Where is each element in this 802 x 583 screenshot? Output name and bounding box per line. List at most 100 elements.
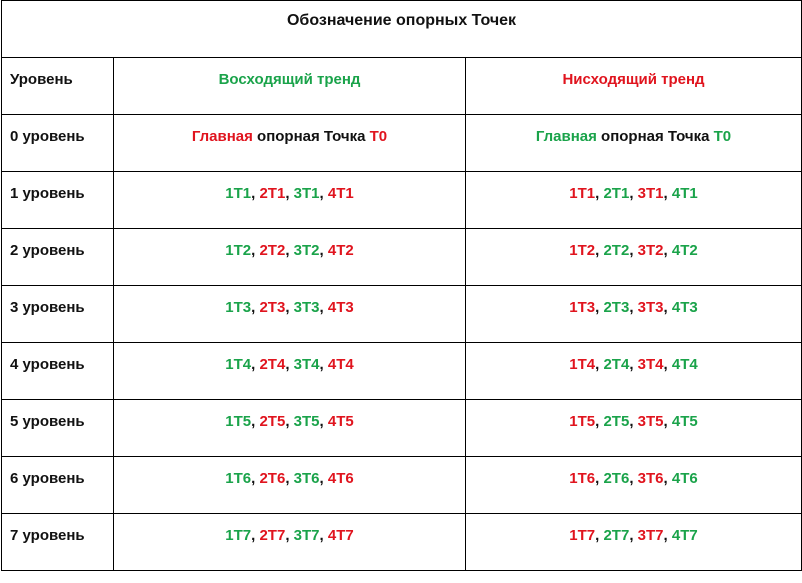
point-label: , bbox=[595, 185, 604, 202]
point-label: 4Т3 bbox=[671, 299, 698, 316]
point-label: 4Т5 bbox=[671, 413, 698, 430]
point-label: 2Т6 bbox=[603, 470, 630, 487]
point-label: , bbox=[595, 299, 604, 316]
point-label: , bbox=[251, 527, 260, 544]
header-uptrend: Восходящий тренд bbox=[113, 57, 466, 115]
table-row: 0 уровень Главная опорная Точка Т0 Главная… bbox=[1, 114, 802, 172]
point-label: 1Т2 bbox=[569, 242, 596, 259]
point-label: 4Т1 bbox=[671, 185, 698, 202]
uptrend-cell: 1Т6, 2Т6, 3Т6, 4Т6 bbox=[113, 456, 466, 514]
point-label: 4Т7 bbox=[327, 527, 354, 544]
point-label: 2Т4 bbox=[259, 356, 286, 373]
point-label: , bbox=[319, 356, 328, 373]
point-label: 4Т3 bbox=[327, 299, 354, 316]
point-label: 3Т1 bbox=[293, 185, 320, 202]
point-label: 4Т2 bbox=[327, 242, 354, 259]
point-label: 4Т6 bbox=[327, 470, 354, 487]
table-header-row: Уровень Восходящий тренд Нисходящий трен… bbox=[1, 57, 802, 115]
level-cell: 7 уровень bbox=[1, 513, 114, 571]
point-label: , bbox=[663, 242, 672, 259]
point-label: 4Т7 bbox=[671, 527, 698, 544]
point-label: , bbox=[629, 527, 638, 544]
table-row: 3 уровень 1Т3, 2Т3, 3Т3, 4Т3 1Т3, 2Т3, 3Т3… bbox=[1, 285, 802, 343]
uptrend-cell: Главная опорная Точка Т0 bbox=[113, 114, 466, 172]
point-label: , bbox=[595, 470, 604, 487]
point-label: 3Т5 bbox=[293, 413, 320, 430]
header-level: Уровень bbox=[1, 57, 114, 115]
downtrend-cell: 1Т5, 2Т5, 3Т5, 4Т5 bbox=[464, 399, 802, 457]
point-label: , bbox=[595, 356, 604, 373]
point-label: 1Т4 bbox=[225, 356, 252, 373]
point-label: 1Т6 bbox=[569, 470, 596, 487]
point-label: 3Т3 bbox=[293, 299, 320, 316]
pivot-points-table: Обозначение опорных Точек Уровень Восход… bbox=[0, 0, 802, 571]
downtrend-cell: 1Т4, 2Т4, 3Т4, 4Т4 bbox=[464, 342, 802, 400]
point-label: , bbox=[663, 185, 672, 202]
point-label: Т0 bbox=[713, 128, 732, 145]
table-row: 2 уровень 1Т2, 2Т2, 3Т2, 4Т2 1Т2, 2Т2, 3Т2… bbox=[1, 228, 802, 286]
point-label: , bbox=[285, 356, 294, 373]
point-label: опорная Точка bbox=[596, 128, 714, 145]
point-label: , bbox=[285, 242, 294, 259]
point-label: , bbox=[663, 413, 672, 430]
point-label: , bbox=[629, 413, 638, 430]
point-label: 3Т1 bbox=[637, 185, 664, 202]
level-cell: 0 уровень bbox=[1, 114, 114, 172]
point-label: 3Т7 bbox=[637, 527, 664, 544]
uptrend-cell: 1Т4, 2Т4, 3Т4, 4Т4 bbox=[113, 342, 466, 400]
point-label: , bbox=[251, 470, 260, 487]
point-label: , bbox=[595, 413, 604, 430]
point-label: 2Т1 bbox=[259, 185, 286, 202]
point-label: 2Т3 bbox=[259, 299, 286, 316]
uptrend-cell: 1Т5, 2Т5, 3Т5, 4Т5 bbox=[113, 399, 466, 457]
table-title-row: Обозначение опорных Точек bbox=[0, 0, 802, 58]
point-label: , bbox=[285, 299, 294, 316]
point-label: опорная Точка bbox=[252, 128, 370, 145]
downtrend-cell: Главная опорная Точка Т0 bbox=[464, 114, 802, 172]
table-row: 6 уровень 1Т6, 2Т6, 3Т6, 4Т6 1Т6, 2Т6, 3Т6… bbox=[1, 456, 802, 514]
point-label: 2Т7 bbox=[259, 527, 286, 544]
table-body: 0 уровень Главная опорная Точка Т0 Главная… bbox=[1, 114, 802, 571]
point-label: , bbox=[285, 413, 294, 430]
point-label: , bbox=[251, 185, 260, 202]
uptrend-cell: 1Т1, 2Т1, 3Т1, 4Т1 bbox=[113, 171, 466, 229]
point-label: , bbox=[663, 470, 672, 487]
table-title: Обозначение опорных Точек bbox=[0, 0, 802, 58]
level-cell: 6 уровень bbox=[1, 456, 114, 514]
table-row: 1 уровень 1Т1, 2Т1, 3Т1, 4Т1 1Т1, 2Т1, 3Т1… bbox=[1, 171, 802, 229]
point-label: , bbox=[319, 185, 328, 202]
point-label: 3Т2 bbox=[637, 242, 664, 259]
point-label: 1Т5 bbox=[225, 413, 252, 430]
point-label: , bbox=[595, 242, 604, 259]
point-label: 3Т4 bbox=[293, 356, 320, 373]
point-label: , bbox=[319, 470, 328, 487]
point-label: 1Т1 bbox=[225, 185, 252, 202]
point-label: 1Т6 bbox=[225, 470, 252, 487]
table-row: 5 уровень 1Т5, 2Т5, 3Т5, 4Т5 1Т5, 2Т5, 3Т5… bbox=[1, 399, 802, 457]
point-label: 1Т5 bbox=[569, 413, 596, 430]
point-label: 1Т4 bbox=[569, 356, 596, 373]
point-label: , bbox=[663, 356, 672, 373]
point-label: 1Т2 bbox=[225, 242, 252, 259]
level-cell: 3 уровень bbox=[1, 285, 114, 343]
point-label: 2Т2 bbox=[603, 242, 630, 259]
point-label: Т0 bbox=[369, 128, 388, 145]
downtrend-cell: 1Т3, 2Т3, 3Т3, 4Т3 bbox=[464, 285, 802, 343]
downtrend-cell: 1Т1, 2Т1, 3Т1, 4Т1 bbox=[464, 171, 802, 229]
level-cell: 5 уровень bbox=[1, 399, 114, 457]
point-label: , bbox=[663, 527, 672, 544]
point-label: , bbox=[629, 242, 638, 259]
point-label: 1Т7 bbox=[569, 527, 596, 544]
point-label: 4Т1 bbox=[327, 185, 354, 202]
point-label: 2Т6 bbox=[259, 470, 286, 487]
point-label: , bbox=[251, 356, 260, 373]
table-row: 7 уровень 1Т7, 2Т7, 3Т7, 4Т7 1Т7, 2Т7, 3Т7… bbox=[1, 513, 802, 571]
point-label: 1Т7 bbox=[225, 527, 252, 544]
point-label: , bbox=[251, 299, 260, 316]
point-label: 3Т3 bbox=[637, 299, 664, 316]
uptrend-cell: 1Т7, 2Т7, 3Т7, 4Т7 bbox=[113, 513, 466, 571]
point-label: , bbox=[251, 242, 260, 259]
downtrend-cell: 1Т6, 2Т6, 3Т6, 4Т6 bbox=[464, 456, 802, 514]
point-label: 4Т6 bbox=[671, 470, 698, 487]
point-label: 2Т3 bbox=[603, 299, 630, 316]
